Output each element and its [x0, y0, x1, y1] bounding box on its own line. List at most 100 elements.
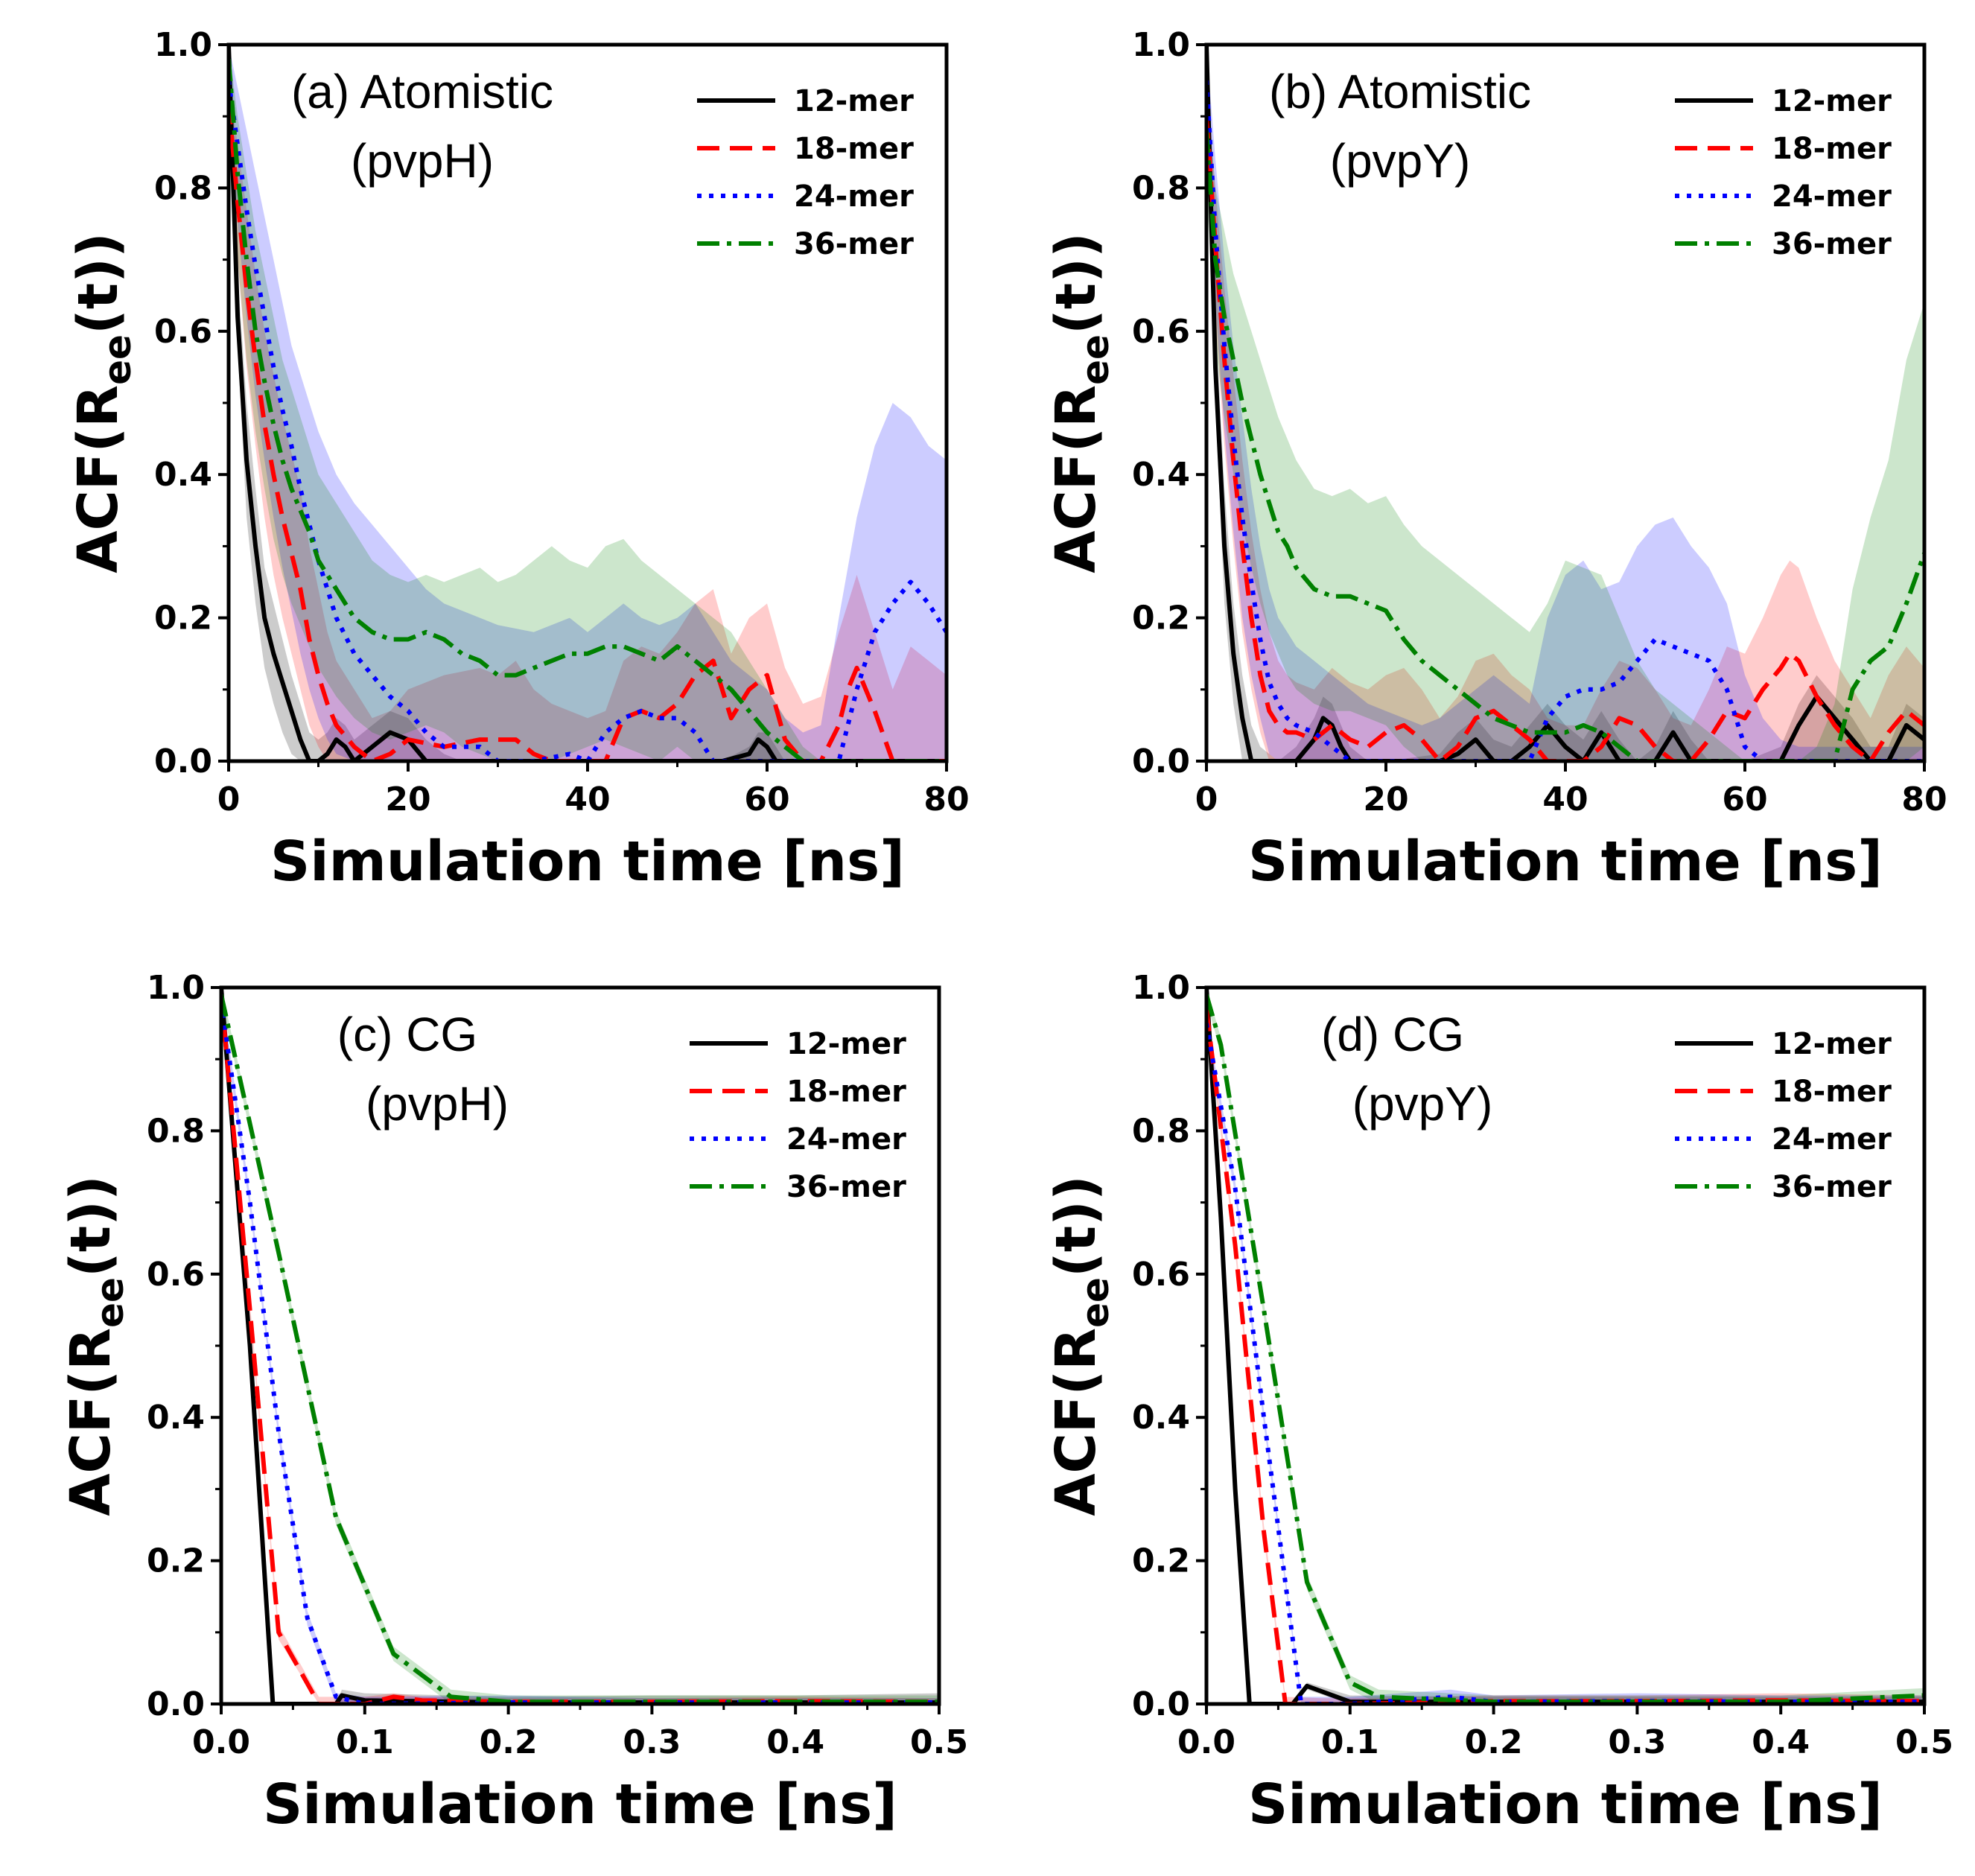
y-tick-label: 0.8 [1132, 169, 1190, 207]
x-tick-label: 40 [564, 780, 610, 818]
y-tick-label: 0.8 [1132, 1112, 1190, 1150]
series-line-18-mer [1206, 115, 1924, 761]
series-line-36-mer [1206, 993, 1924, 1704]
legend-label-24-mer: 24-mer [1772, 179, 1892, 214]
legend-label-36-mer: 36-mer [1772, 227, 1892, 261]
panel-subtitle: (pvpY) [1352, 1077, 1493, 1131]
panel-title: (d) CG [1321, 1008, 1464, 1061]
y-tick-label: 0.2 [1132, 1542, 1190, 1580]
panel-b: 0.0 0.2 0.4 0.6 0.8 1.0 0 20 40 60 80 Simulation ti… [1044, 26, 1947, 894]
y-axis-label: ACF(Ree(t)) [59, 1175, 132, 1516]
legend-label-36-mer: 36-mer [794, 227, 914, 261]
y-tick-label: 0.8 [154, 169, 212, 207]
legend-label-12-mer: 12-mer [1772, 1027, 1892, 1061]
x-tick-label: 0.4 [766, 1723, 824, 1761]
y-tick-label: 1.0 [1132, 26, 1190, 64]
legend-label-12-mer: 12-mer [794, 84, 914, 118]
y-tick-label: 0.0 [154, 743, 212, 780]
band-36-mer [1206, 80, 1924, 761]
y-tick-label: 0.6 [1132, 1256, 1190, 1294]
x-tick-label: 0.0 [1177, 1723, 1235, 1761]
y-axis-label: ACF(Ree(t)) [1044, 232, 1117, 573]
y-tick-label: 0.4 [1132, 1399, 1190, 1437]
y-tick-label: 0.2 [147, 1542, 205, 1580]
band-24-mer [1206, 45, 1924, 761]
band-36-mer [229, 45, 947, 761]
x-tick-label: 0.0 [192, 1723, 250, 1761]
panel-subtitle: (pvpH) [351, 134, 494, 188]
x-axis-label: Simulation time [ns] [1248, 1772, 1883, 1837]
series-line-36-mer [229, 58, 947, 761]
x-tick-label: 0 [1195, 780, 1218, 818]
legend-label-12-mer: 12-mer [786, 1027, 906, 1061]
y-tick-label: 0.2 [1132, 600, 1190, 637]
x-tick-label: 0.5 [1895, 1723, 1953, 1761]
x-tick-label: 0.1 [1321, 1723, 1379, 1761]
legend-label-18-mer: 18-mer [1772, 1075, 1892, 1109]
y-tick-label: 1.0 [1132, 969, 1190, 1007]
panel-title: (c) CG [337, 1008, 477, 1061]
x-tick-label: 0.3 [623, 1723, 681, 1761]
series-line-36-mer [1206, 130, 1924, 761]
series-line-18-mer [1206, 1008, 1924, 1704]
x-tick-label: 0.3 [1608, 1723, 1666, 1761]
y-tick-label: 1.0 [147, 969, 205, 1007]
legend-label-18-mer: 18-mer [794, 132, 914, 166]
x-tick-label: 0.5 [910, 1723, 968, 1761]
x-tick-label: 80 [1901, 780, 1947, 818]
legend-label-18-mer: 18-mer [1772, 132, 1892, 166]
panel-title: (a) Atomistic [291, 65, 553, 118]
band-18-mer [229, 80, 947, 761]
legend-label-24-mer: 24-mer [794, 179, 914, 214]
x-tick-label: 0.1 [336, 1723, 394, 1761]
x-tick-label: 0.2 [1465, 1723, 1523, 1761]
y-tick-label: 0.6 [1132, 313, 1190, 351]
x-tick-label: 0 [217, 780, 241, 818]
legend-label-24-mer: 24-mer [1772, 1122, 1892, 1157]
x-tick-label: 80 [923, 780, 969, 818]
series-line-12-mer [229, 45, 947, 761]
plot-area-a [229, 45, 947, 761]
x-tick-label: 20 [385, 780, 430, 818]
series-line-18-mer [229, 101, 947, 761]
y-tick-label: 0.0 [1132, 743, 1190, 780]
y-tick-label: 0.4 [1132, 456, 1190, 494]
y-tick-label: 0.4 [154, 456, 212, 494]
panel-d: 0.0 0.2 0.4 0.6 0.8 1.0 0.0 0.1 0.2 0.3 0.4 0.5 Simu… [1044, 969, 1953, 1837]
y-tick-label: 1.0 [154, 26, 212, 64]
x-tick-label: 60 [1722, 780, 1767, 818]
legend-label-18-mer: 18-mer [786, 1075, 906, 1109]
x-axis-label: Simulation time [ns] [263, 1772, 897, 1837]
x-tick-label: 40 [1542, 780, 1588, 818]
x-axis-label: Simulation time [ns] [270, 830, 905, 894]
legend-label-12-mer: 12-mer [1772, 84, 1892, 118]
series-line-12-mer [1206, 45, 1924, 761]
y-tick-label: 0.8 [147, 1112, 205, 1150]
panel-subtitle: (pvpH) [366, 1077, 509, 1131]
band-24-mer [229, 45, 947, 761]
x-tick-label: 0.2 [480, 1723, 538, 1761]
x-tick-label: 60 [744, 780, 789, 818]
series-line-36-mer [221, 993, 939, 1704]
y-tick-label: 0.6 [154, 313, 212, 351]
y-tick-label: 0.6 [147, 1256, 205, 1294]
y-tick-label: 0.0 [147, 1685, 205, 1723]
y-tick-label: 0.4 [147, 1399, 205, 1437]
plot-area-b [1206, 45, 1924, 761]
plot-area-d [1206, 988, 1924, 1704]
legend-label-24-mer: 24-mer [786, 1122, 906, 1157]
y-tick-label: 0.0 [1132, 1685, 1190, 1723]
y-axis-label: ACF(Ree(t)) [66, 232, 139, 573]
panel-a: 0.0 0.2 0.4 0.6 0.8 1.0 0 20 40 60 80 Simulation ti… [66, 26, 970, 894]
legend-label-36-mer: 36-mer [786, 1170, 906, 1204]
panel-title: (b) Atomistic [1269, 65, 1531, 118]
y-tick-label: 0.2 [154, 600, 212, 637]
x-tick-label: 0.4 [1752, 1723, 1810, 1761]
x-axis-label: Simulation time [ns] [1248, 830, 1883, 894]
x-tick-label: 20 [1363, 780, 1408, 818]
panel-subtitle: (pvpY) [1330, 134, 1471, 188]
legend-label-36-mer: 36-mer [1772, 1170, 1892, 1204]
panel-c: 0.0 0.2 0.4 0.6 0.8 1.0 0.0 0.1 0.2 0.3 0.4 0.5 Simu… [59, 969, 968, 1837]
y-axis-label: ACF(Ree(t)) [1044, 1175, 1117, 1516]
